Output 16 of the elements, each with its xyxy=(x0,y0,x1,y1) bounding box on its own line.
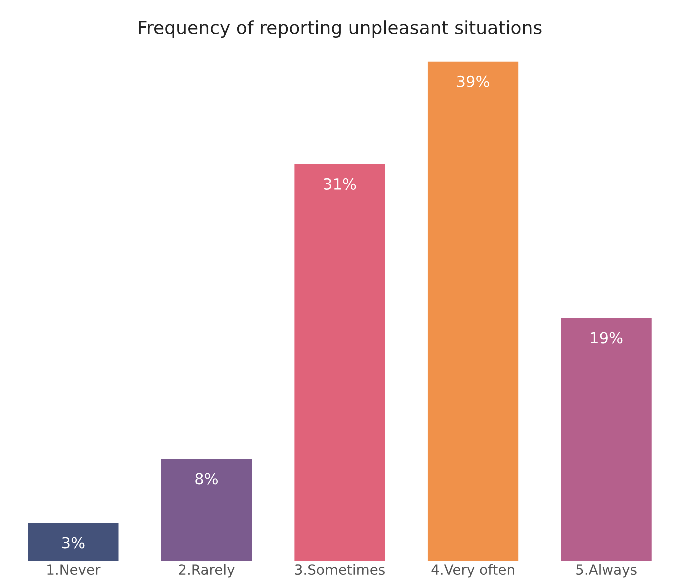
bar xyxy=(294,164,386,562)
data-label: 8% xyxy=(196,473,218,485)
x-tick-label: 5.Always xyxy=(576,564,637,578)
data-label: 31% xyxy=(324,178,356,190)
data-label: 19% xyxy=(591,332,623,344)
bar xyxy=(561,318,652,562)
bar xyxy=(428,62,519,562)
data-label: 39% xyxy=(457,76,490,88)
x-tick-label: 1.Never xyxy=(48,564,101,576)
x-tick-label: 2.Rarely xyxy=(179,564,235,578)
x-tick-label: 3.Sometimes xyxy=(295,564,385,576)
x-tick-label: 4.Very often xyxy=(432,564,514,578)
bar xyxy=(28,523,119,562)
bar xyxy=(161,459,252,562)
chart-title: Frequency of reporting unpleasant situations xyxy=(139,20,542,38)
data-label: 3% xyxy=(62,537,85,549)
